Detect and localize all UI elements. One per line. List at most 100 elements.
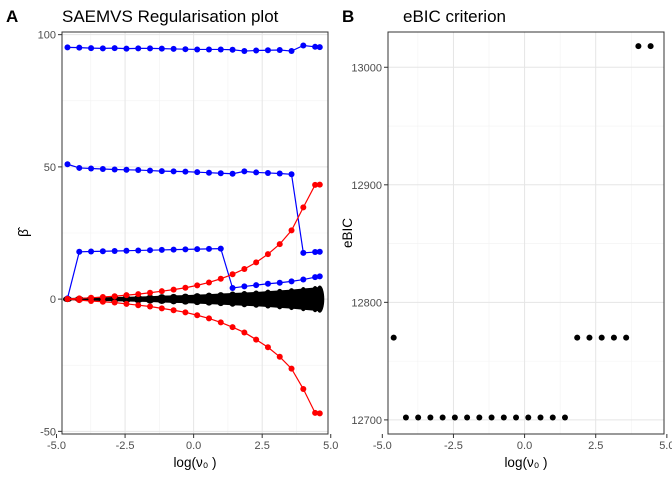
series-point-0 (88, 45, 95, 52)
scatter-point (439, 414, 446, 421)
series-point-1 (135, 167, 142, 174)
series-point-2 (229, 285, 236, 292)
panel-b: B eBIC criterion -5.0 -2.5 0.0 2.5 5.0 12700 1… (340, 7, 672, 470)
panel-a: A SAEMVS Regularisation plot -5.0 -2.5 0.0… (6, 7, 338, 470)
series-point-4 (135, 302, 142, 309)
x-tick-label: 2.5 (588, 440, 603, 452)
x-tick-label: 2.5 (255, 440, 270, 452)
scatter-point (537, 414, 544, 421)
series-point-0 (76, 44, 83, 51)
panel-b-label: B (342, 7, 354, 26)
series-point-0 (135, 45, 142, 52)
series-point-4 (111, 299, 118, 306)
series-point-2 (76, 248, 83, 255)
series-point-4 (229, 324, 236, 331)
x-tick-label: -2.5 (116, 440, 135, 452)
series-point-1 (276, 170, 283, 177)
series-point-3 (241, 265, 248, 272)
series-point-1 (182, 168, 189, 175)
plot-border (387, 31, 665, 435)
series-point-4 (300, 386, 307, 393)
series-point-4 (241, 329, 248, 336)
series-point-4 (316, 410, 323, 417)
series-point-1 (76, 164, 83, 171)
scatter-point (647, 43, 654, 50)
series-point-1 (264, 169, 271, 176)
y-tick-label: 12900 (351, 180, 382, 192)
series-point-3 (111, 293, 118, 300)
scatter-point (390, 334, 397, 341)
series-point-2 (276, 279, 283, 286)
y-tick-label: -50 (40, 426, 56, 438)
series-point-0 (170, 45, 177, 52)
series-point-1 (147, 167, 154, 174)
series-point-3 (276, 241, 283, 248)
series-point-0 (158, 45, 165, 52)
series-point-0 (194, 46, 201, 53)
series-point-3 (205, 279, 212, 286)
y-tick-label: 100 (38, 30, 56, 42)
series-point-0 (217, 46, 224, 53)
series-point-4 (312, 409, 319, 416)
series-point-1 (300, 249, 307, 256)
series-point-0 (316, 44, 323, 51)
series-point-2 (316, 273, 323, 280)
series-point-2 (288, 278, 295, 285)
series-point-1 (194, 169, 201, 176)
series-point-2 (253, 282, 260, 289)
series-point-0 (312, 43, 319, 50)
black-series-point (251, 290, 261, 308)
series-point-3 (229, 271, 236, 278)
series-point-4 (205, 315, 212, 322)
series-point-1 (205, 169, 212, 176)
series-point-0 (205, 46, 212, 53)
x-tick-label: 0.0 (517, 440, 532, 452)
series-point-2 (300, 276, 307, 283)
series-point-3 (170, 286, 177, 293)
x-tick-label: 5.0 (659, 440, 672, 452)
series-point-3 (316, 181, 323, 188)
y-tick-label: 12800 (351, 297, 382, 309)
black-series-point (315, 285, 325, 313)
series-point-0 (99, 45, 106, 52)
series-point-0 (123, 45, 130, 52)
scatter-point (402, 414, 409, 421)
scatter-point (635, 43, 642, 50)
black-series-point (263, 289, 273, 309)
scatter-point (623, 334, 630, 341)
scatter-point (561, 414, 568, 421)
y-tick-label: 50 (44, 162, 56, 174)
black-series-point (228, 291, 238, 307)
series-point-0 (241, 48, 248, 55)
series-point-2 (123, 247, 130, 254)
series-point-2 (170, 246, 177, 253)
black-series-point (192, 293, 202, 306)
x-axis-label: log(ν₀ ) (173, 455, 216, 470)
series-point-3 (288, 227, 295, 234)
scatter-point (574, 334, 581, 341)
black-series-point (180, 293, 190, 305)
series-point-4 (123, 300, 130, 307)
x-tick-label: -5.0 (47, 440, 66, 452)
black-series-point (239, 291, 249, 308)
series-point-4 (182, 309, 189, 316)
y-axis-label: eBIC (340, 218, 355, 248)
scatter-point (513, 414, 520, 421)
series-point-0 (182, 46, 189, 53)
black-series-point (287, 288, 297, 311)
series-point-1 (170, 168, 177, 175)
series-point-1 (316, 248, 323, 255)
series-point-1 (229, 170, 236, 177)
scatter-point (415, 414, 422, 421)
black-series-point (216, 292, 226, 307)
series-point-4 (158, 305, 165, 312)
y-tick-label: 0 (50, 294, 56, 306)
scatter-point (464, 414, 471, 421)
series-point-3 (253, 259, 260, 266)
series-point-2 (99, 248, 106, 255)
black-series-point (121, 295, 131, 303)
panel-a-title: SAEMVS Regularisation plot (62, 7, 279, 26)
series-point-3 (99, 294, 106, 301)
series-point-2 (194, 246, 201, 253)
series-point-3 (135, 291, 142, 298)
